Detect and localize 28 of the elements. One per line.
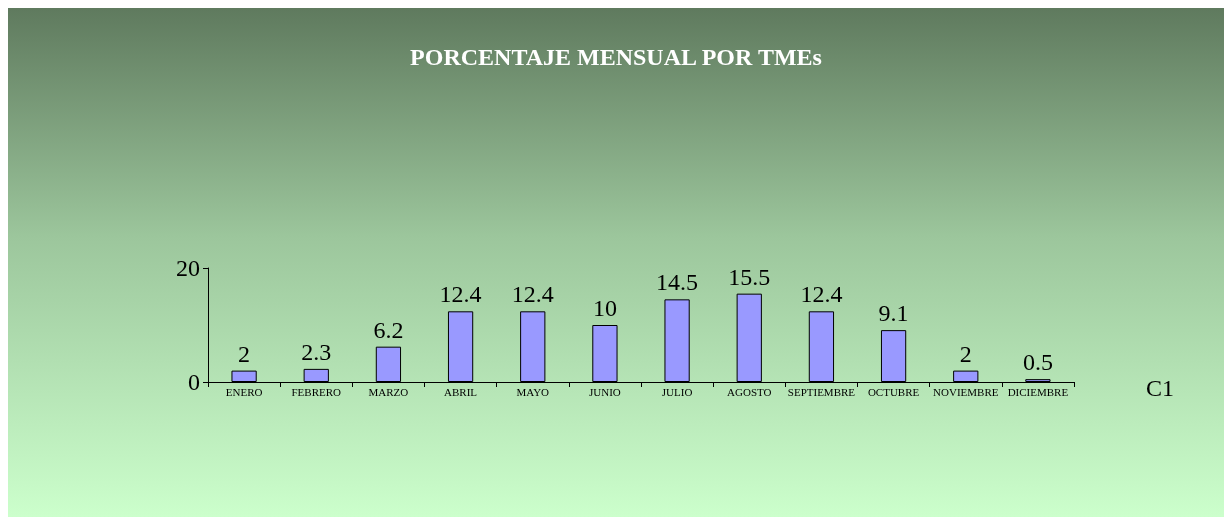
data-label: 9.1 [878, 300, 909, 327]
data-label: 2 [238, 340, 251, 367]
x-tick-label: OCTUBRE [867, 385, 920, 398]
text: C1 [1145, 375, 1175, 401]
data-label: 2.3 [301, 338, 332, 365]
data-label: 12.4 [439, 281, 482, 308]
x-tick-label: SEPTIEMBRE [787, 385, 856, 398]
chart-title: PORCENTAJE MENSUAL POR TMEs [410, 44, 822, 70]
y-tick-label: 0 [188, 369, 200, 395]
x-tick-label: AGOSTO [727, 385, 772, 398]
x-tick-label: MAYO [516, 385, 550, 398]
data-label: 14.5 [656, 269, 699, 296]
data-label: 15.5 [728, 263, 771, 290]
x-tick-label: ENERO [225, 385, 263, 398]
data-label: 12.4 [800, 281, 843, 308]
x-tick-label: JUNIO [589, 385, 621, 398]
x-tick-label: MARZO [368, 385, 409, 398]
x-tick-label: FEBRERO [291, 385, 342, 398]
x-tick-label: DICIEMBRE [1007, 385, 1069, 398]
x-tick-label: JULIO [661, 385, 693, 398]
data-label: 0.5 [1022, 349, 1053, 376]
y-tick-label: 20 [176, 255, 200, 281]
x-tick-label: ABRIL [444, 385, 478, 398]
data-label: 6.2 [373, 316, 404, 343]
data-label: 2 [959, 340, 972, 367]
x-tick-label: NOVIEMBRE [933, 385, 999, 398]
data-label: 10 [592, 295, 617, 321]
data-label: 12.4 [511, 281, 554, 308]
